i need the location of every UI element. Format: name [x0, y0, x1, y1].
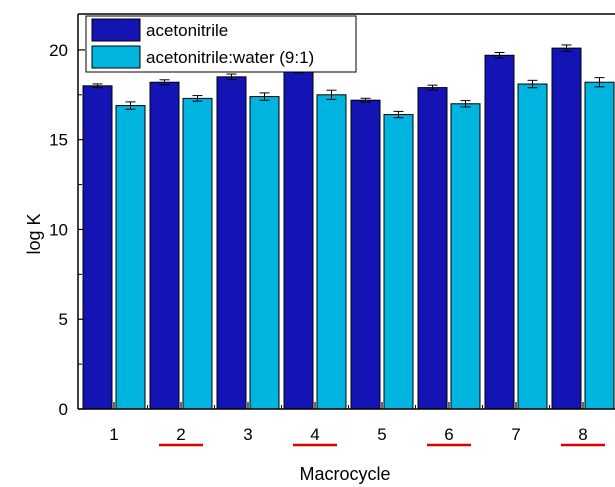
ticks-layer: 0 5 10 15 20 1 2 3 4 5 6 7 8 — [49, 41, 588, 444]
y-tick-label: 10 — [49, 220, 68, 239]
y-tick-label: 5 — [59, 310, 68, 329]
legend-swatch-acetonitrile — [91, 18, 141, 42]
bar-acetonitrile-8 — [551, 47, 582, 410]
bar-acetonitrile-6 — [417, 87, 448, 410]
x-tick-label: 6 — [444, 425, 453, 444]
y-tick-label: 15 — [49, 131, 68, 150]
x-tick-label: 3 — [243, 425, 252, 444]
x-tick-label: 7 — [511, 425, 520, 444]
bar-acetonitrile-2 — [149, 81, 180, 410]
x-tick-label: 1 — [109, 425, 118, 444]
legend-swatch-acetonitrile-water — [91, 45, 141, 69]
bar-acetonitrile-water-7 — [517, 83, 548, 410]
bar-acetonitrile-water-5 — [383, 114, 414, 410]
legend-label-acetonitrile: acetonitrile — [146, 21, 228, 40]
y-tick-label: 0 — [59, 400, 68, 419]
x-tick-label: 8 — [578, 425, 587, 444]
bar-acetonitrile-water-2 — [182, 97, 213, 410]
bar-acetonitrile-4 — [283, 69, 314, 410]
bars-layer — [82, 44, 615, 410]
bar-acetonitrile-7 — [484, 54, 515, 410]
y-tick-label: 20 — [49, 41, 68, 60]
bar-acetonitrile-3 — [216, 76, 247, 410]
axes-layer — [77, 13, 615, 410]
x-axis-title: Macrocycle — [299, 464, 390, 484]
legend-label-acetonitrile-water: acetonitrile:water (9:1) — [146, 48, 314, 67]
legend: acetonitrile acetonitrile:water (9:1) — [85, 15, 357, 73]
bar-acetonitrile-water-8 — [584, 81, 615, 410]
bar-acetonitrile-water-4 — [316, 94, 347, 410]
x-tick-label: 5 — [377, 425, 386, 444]
x-tick-label: 2 — [176, 425, 185, 444]
bar-acetonitrile-5 — [350, 99, 381, 410]
bar-acetonitrile-water-6 — [450, 103, 481, 410]
bar-acetonitrile-water-3 — [249, 96, 280, 410]
bar-acetonitrile-1 — [82, 85, 113, 410]
y-axis-title: log K — [24, 213, 44, 254]
bar-acetonitrile-water-1 — [115, 105, 146, 410]
x-tick-label: 4 — [310, 425, 319, 444]
